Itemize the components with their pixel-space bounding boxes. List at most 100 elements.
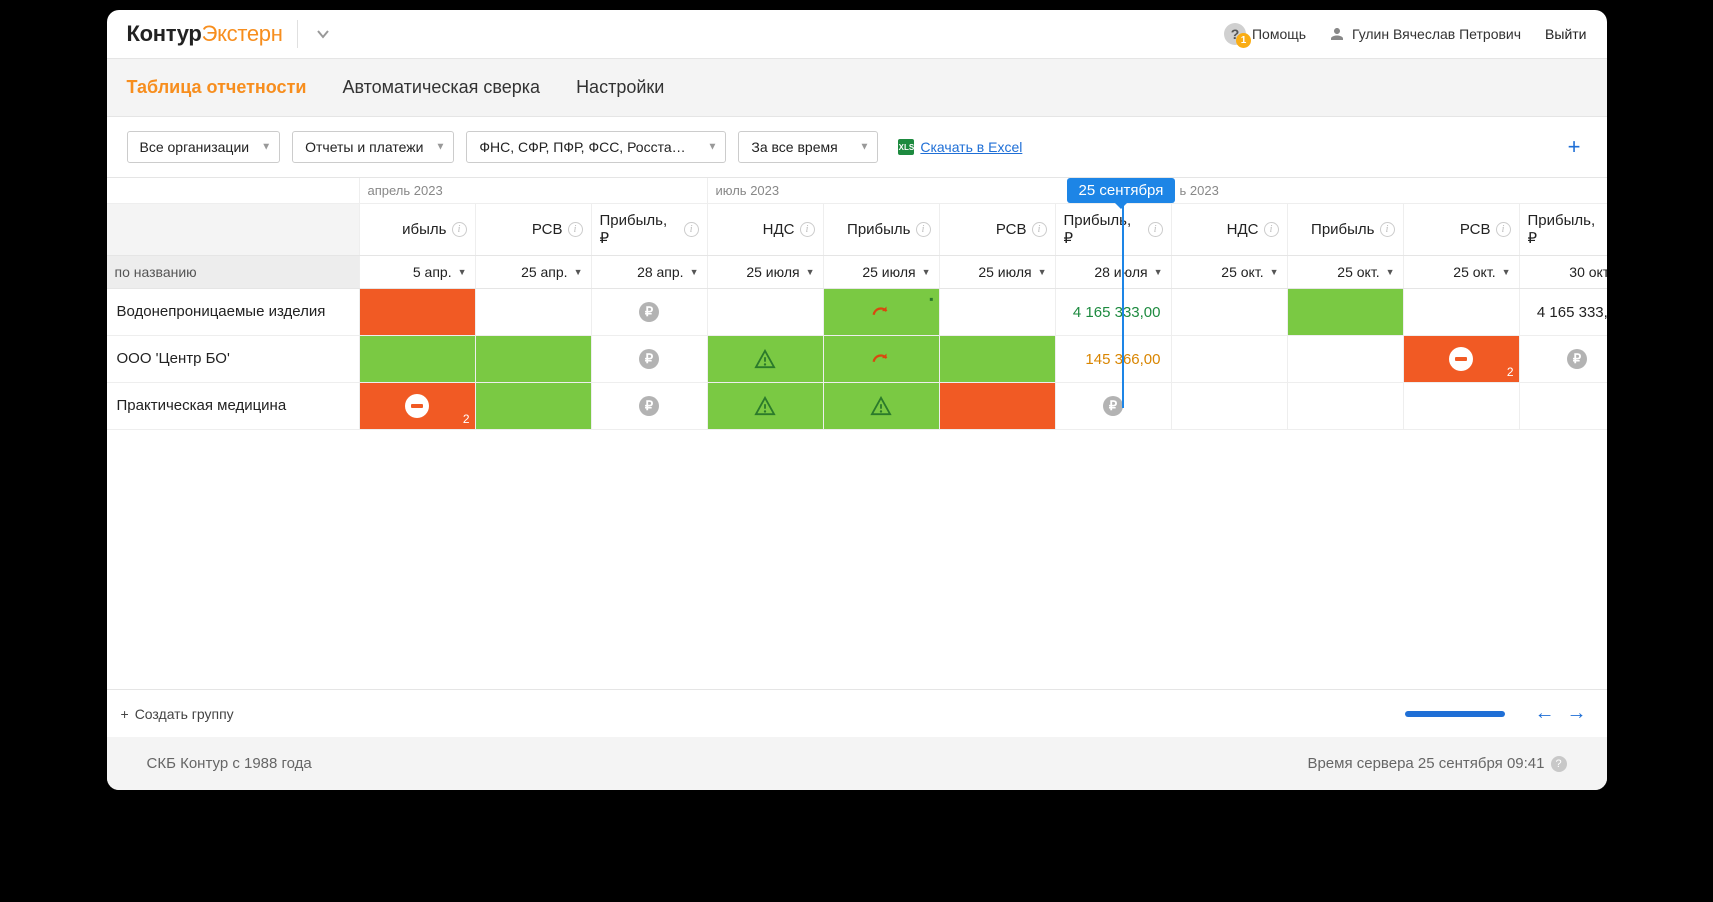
info-icon[interactable]: i (568, 222, 583, 237)
status-cell[interactable] (475, 289, 591, 335)
scroll-left-button[interactable]: ← (1529, 700, 1561, 727)
sort-by-name[interactable]: по названию (107, 256, 359, 288)
tab-settings[interactable]: Настройки (576, 77, 664, 98)
info-icon[interactable]: i (1380, 222, 1395, 237)
column-header: Прибыль, ₽i (1055, 204, 1171, 255)
status-cell[interactable] (707, 289, 823, 335)
status-cell[interactable] (707, 336, 823, 382)
status-cell[interactable]: ▪ (823, 289, 939, 335)
info-icon[interactable]: ? (1551, 756, 1567, 772)
status-cell[interactable]: ₽ (591, 383, 707, 429)
status-cell[interactable] (1287, 383, 1403, 429)
status-cell[interactable] (823, 383, 939, 429)
date-filter[interactable]: 25 окт.▼ (1171, 256, 1287, 288)
status-cell[interactable] (475, 383, 591, 429)
chevron-down-icon: ▼ (458, 267, 467, 277)
info-icon[interactable]: i (1264, 222, 1279, 237)
column-header: Прибыльi (1287, 204, 1403, 255)
status-cell[interactable] (1287, 289, 1403, 335)
status-cell[interactable] (823, 336, 939, 382)
chevron-down-icon: ▼ (1386, 267, 1395, 277)
logo-orange: Экстерн (202, 21, 283, 46)
status-cell[interactable]: 4 165 333,00 (1519, 289, 1607, 335)
product-switcher[interactable] (312, 23, 334, 45)
month-apr: апрель 2023 (359, 178, 707, 203)
status-cell[interactable]: 4 165 333,00 (1055, 289, 1171, 335)
status-cell[interactable] (1287, 336, 1403, 382)
date-filter[interactable]: 25 окт.▼ (1287, 256, 1403, 288)
date-filter[interactable]: 25 июля▼ (939, 256, 1055, 288)
info-icon[interactable]: i (1148, 222, 1163, 237)
column-header: Прибыль, ₽i (591, 204, 707, 255)
status-cell[interactable] (939, 383, 1055, 429)
status-cell[interactable] (1171, 289, 1287, 335)
date-filter[interactable]: 5 апр.▼ (359, 256, 475, 288)
info-icon[interactable]: i (1032, 222, 1047, 237)
today-line (1122, 206, 1124, 408)
status-cell[interactable]: 145 366,00 (1055, 336, 1171, 382)
org-name[interactable]: Практическая медицина (107, 383, 359, 429)
status-cell[interactable] (359, 336, 475, 382)
month-oct: ь 2023 (1171, 178, 1607, 203)
chevron-down-icon: ▼ (922, 267, 931, 277)
info-icon[interactable]: i (684, 222, 699, 237)
logo[interactable]: КонтурЭкстерн (127, 21, 283, 47)
help-link[interactable]: ? 1 Помощь (1224, 23, 1306, 45)
chevron-down-icon: ▼ (1270, 267, 1279, 277)
redo-icon (870, 350, 892, 368)
org-name[interactable]: Водонепроницаемые изделия (107, 289, 359, 335)
status-cell[interactable] (707, 383, 823, 429)
date-filter[interactable]: 25 окт.▼ (1403, 256, 1519, 288)
add-column-button[interactable]: + (1562, 134, 1587, 160)
date-filter[interactable]: 25 июля▼ (823, 256, 939, 288)
info-icon[interactable]: i (800, 222, 815, 237)
info-icon[interactable]: i (916, 222, 931, 237)
status-cell[interactable]: ₽ (591, 289, 707, 335)
warning-icon (870, 396, 892, 416)
status-cell[interactable] (1403, 289, 1519, 335)
date-filter[interactable]: 30 окт.▼ (1519, 256, 1607, 288)
filter-reports[interactable]: Отчеты и платежи▼ (292, 131, 454, 163)
filter-agencies[interactable]: ФНС, СФР, ПФР, ФСС, Росста…▼ (466, 131, 726, 163)
status-cell[interactable] (475, 336, 591, 382)
user-name: Гулин Вячеслав Петрович (1352, 26, 1521, 42)
redo-icon (870, 303, 892, 321)
create-group-button[interactable]: + Создать группу (121, 706, 234, 722)
ruble-icon: ₽ (639, 349, 659, 369)
date-filter[interactable]: 28 июля▼ (1055, 256, 1171, 288)
horizontal-scrollbar[interactable] (1405, 711, 1505, 717)
status-cell[interactable]: ₽ (591, 336, 707, 382)
date-filter[interactable]: 25 апр.▼ (475, 256, 591, 288)
tab-reports-table[interactable]: Таблица отчетности (127, 77, 307, 98)
filter-org[interactable]: Все организации▼ (127, 131, 281, 163)
download-excel[interactable]: XLS Скачать в Excel (898, 139, 1022, 155)
status-cell[interactable] (1403, 383, 1519, 429)
scroll-right-button[interactable]: → (1561, 700, 1593, 727)
date-filter[interactable]: 28 апр.▼ (591, 256, 707, 288)
chevron-down-icon: ▼ (859, 142, 869, 153)
warning-icon (754, 349, 776, 369)
org-name[interactable]: ООО 'Центр БО' (107, 336, 359, 382)
logout-link[interactable]: Выйти (1545, 26, 1586, 42)
ruble-icon: ₽ (1103, 396, 1123, 416)
status-cell[interactable]: ₽ (1519, 336, 1607, 382)
warning-icon (754, 396, 776, 416)
date-filter[interactable]: 25 июля▼ (707, 256, 823, 288)
status-cell[interactable]: 2 (1403, 336, 1519, 382)
info-icon[interactable]: i (1496, 222, 1511, 237)
status-cell[interactable]: ₽ (1055, 383, 1171, 429)
status-cell[interactable] (939, 336, 1055, 382)
status-cell[interactable] (1171, 336, 1287, 382)
status-cell[interactable] (1519, 383, 1607, 429)
status-cell[interactable] (359, 289, 475, 335)
status-cell[interactable] (1171, 383, 1287, 429)
status-cell[interactable] (939, 289, 1055, 335)
status-cell[interactable]: 2 (359, 383, 475, 429)
user-menu[interactable]: Гулин Вячеслав Петрович (1328, 25, 1521, 43)
filter-period[interactable]: За все время▼ (738, 131, 878, 163)
info-icon[interactable]: i (452, 222, 467, 237)
count-badge: 2 (1507, 365, 1514, 379)
chevron-down-icon: ▼ (574, 267, 583, 277)
tab-auto-reconcile[interactable]: Автоматическая сверка (342, 77, 540, 98)
chevron-down-icon: ▼ (261, 142, 271, 153)
